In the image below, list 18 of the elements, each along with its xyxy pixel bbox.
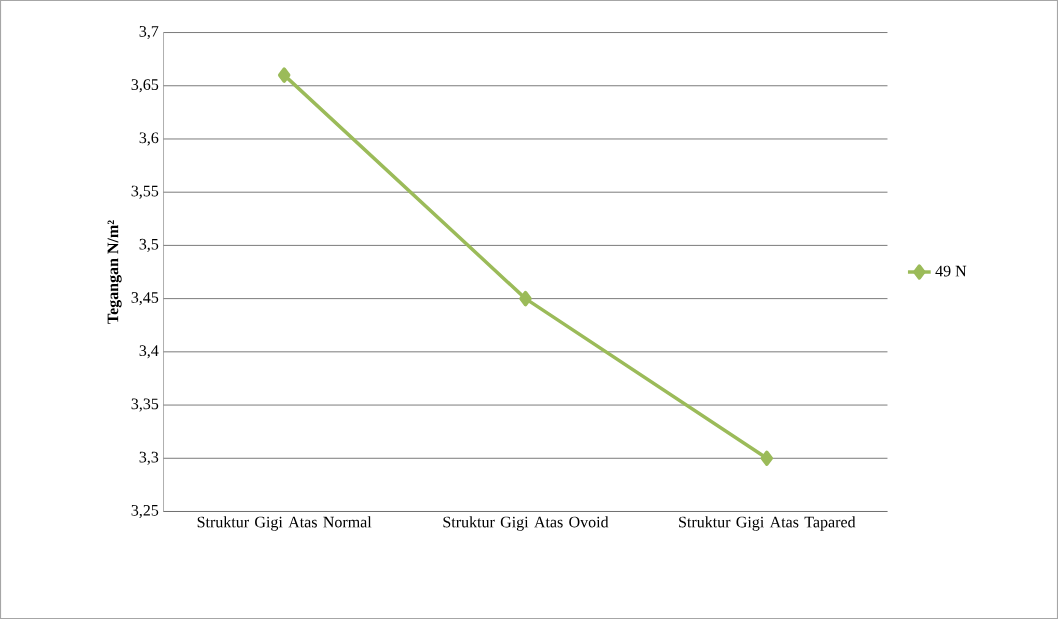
y-tick-label: 3,4 [139, 345, 159, 359]
y-tick-label: 3,5 [139, 238, 159, 252]
point [519, 290, 532, 307]
y-tick-label: 3,6 [139, 132, 159, 146]
y-tick-label: 3,7 [139, 26, 159, 40]
legend-label: 49 N [935, 265, 967, 277]
y-axis-title: Tegangan N/m² [107, 220, 122, 324]
point [760, 450, 774, 467]
x-tick-label: Struktur Gigi Atas Normal [197, 516, 372, 531]
x-tick-label: Struktur Gigi Atas Ovoid [443, 516, 609, 531]
y-tick-label: 3,3 [139, 451, 159, 465]
y-tick-label: 3,55 [131, 185, 159, 199]
x-tick-label: Struktur Gigi Atas Tapared [679, 516, 856, 531]
y-tick-label: 3,65 [131, 79, 159, 93]
y-tick-label: 3,45 [131, 292, 159, 306]
y-tick-label: 3,35 [131, 398, 159, 412]
y-tick-label: 3,25 [131, 504, 159, 519]
point [277, 67, 291, 83]
